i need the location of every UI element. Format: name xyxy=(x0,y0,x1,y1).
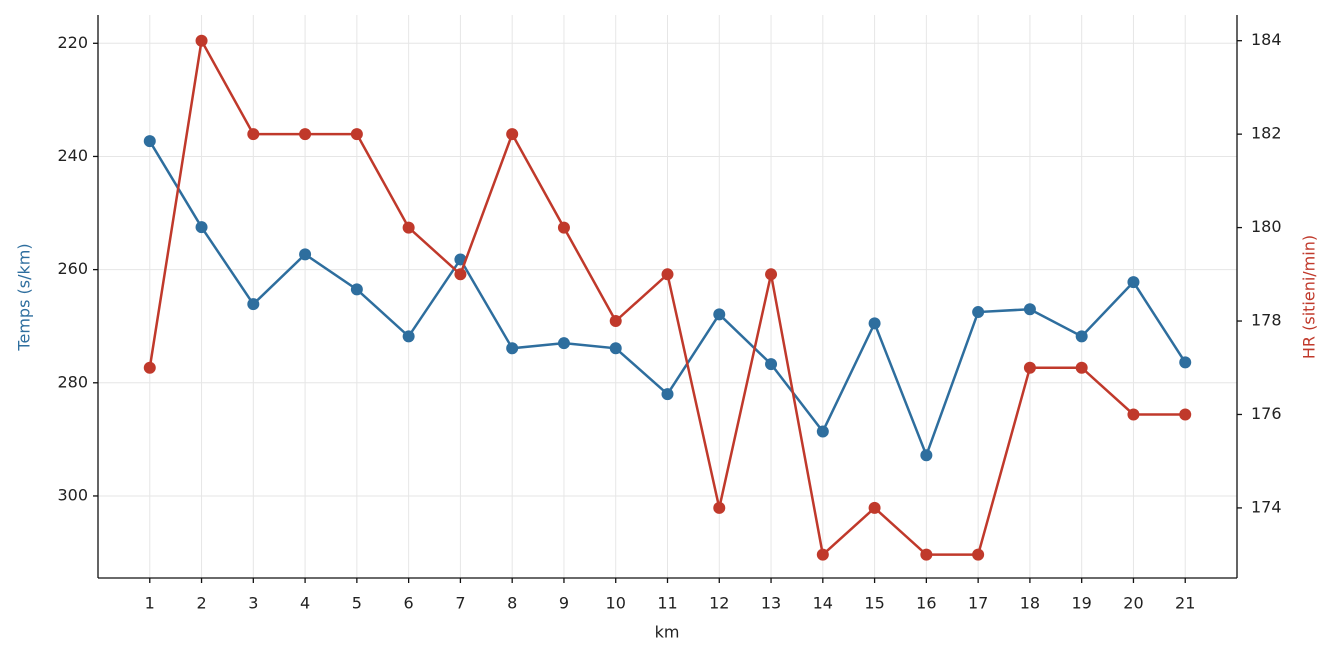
point xyxy=(816,548,829,561)
point xyxy=(920,548,933,561)
x-tick-label: 10 xyxy=(606,594,626,613)
point xyxy=(506,128,519,141)
y2-tick-label: 176 xyxy=(1251,404,1282,423)
point xyxy=(920,449,933,462)
x-tick-label: 9 xyxy=(559,594,569,613)
point xyxy=(1179,408,1192,421)
point xyxy=(454,253,467,266)
x-tick-label: 16 xyxy=(916,594,936,613)
x-axis-label: km xyxy=(655,623,680,642)
x-tick-label: 5 xyxy=(352,594,362,613)
point xyxy=(765,358,778,371)
point xyxy=(402,330,415,343)
point xyxy=(350,128,363,141)
point xyxy=(1127,408,1140,421)
point xyxy=(713,501,726,514)
point xyxy=(1023,361,1036,374)
point xyxy=(816,425,829,438)
y-tick-label: 220 xyxy=(57,33,88,52)
point xyxy=(661,268,674,281)
point xyxy=(609,315,622,328)
y-axis-label: Temps (s/km) xyxy=(15,243,34,351)
x-tick-label: 4 xyxy=(300,594,310,613)
point xyxy=(661,388,674,401)
point xyxy=(506,342,519,355)
point xyxy=(195,221,208,234)
y2-tick-label: 184 xyxy=(1251,30,1282,49)
point xyxy=(972,548,985,561)
point xyxy=(143,361,156,374)
x-tick-label: 11 xyxy=(657,594,677,613)
x-tick-label: 6 xyxy=(404,594,414,613)
point xyxy=(972,306,985,319)
point xyxy=(1075,361,1088,374)
point xyxy=(765,268,778,281)
x-tick-label: 17 xyxy=(968,594,988,613)
y-tick-label: 260 xyxy=(57,259,88,278)
point xyxy=(143,135,156,148)
point xyxy=(247,128,260,141)
point xyxy=(247,298,260,311)
point xyxy=(454,268,467,281)
point xyxy=(350,283,363,296)
x-tick-label: 18 xyxy=(1020,594,1040,613)
point xyxy=(1075,330,1088,343)
point xyxy=(1179,356,1192,369)
x-tick-label: 3 xyxy=(248,594,258,613)
point xyxy=(299,248,312,261)
x-tick-label: 7 xyxy=(455,594,465,613)
point xyxy=(1023,303,1036,316)
y2-tick-label: 180 xyxy=(1251,217,1282,236)
x-tick-label: 15 xyxy=(864,594,884,613)
x-tick-label: 8 xyxy=(507,594,517,613)
x-tick-label: 19 xyxy=(1072,594,1092,613)
x-tick-label: 1 xyxy=(145,594,155,613)
point xyxy=(557,337,570,350)
point xyxy=(195,34,208,47)
x-tick-label: 20 xyxy=(1123,594,1143,613)
y2-tick-label: 174 xyxy=(1251,497,1282,516)
y2-tick-label: 182 xyxy=(1251,124,1282,143)
y2-tick-label: 178 xyxy=(1251,311,1282,330)
point xyxy=(1127,276,1140,289)
point xyxy=(557,221,570,234)
y-tick-label: 300 xyxy=(57,485,88,504)
x-tick-label: 12 xyxy=(709,594,729,613)
point xyxy=(609,342,622,355)
y-tick-label: 240 xyxy=(57,146,88,165)
point xyxy=(402,221,415,234)
x-tick-label: 2 xyxy=(196,594,206,613)
point xyxy=(713,308,726,321)
point xyxy=(299,128,312,141)
point xyxy=(868,317,881,330)
y2-axis-label: HR (sitieni/min) xyxy=(1300,235,1319,359)
x-tick-label: 14 xyxy=(813,594,833,613)
x-tick-label: 13 xyxy=(761,594,781,613)
point xyxy=(868,501,881,514)
x-tick-label: 21 xyxy=(1175,594,1195,613)
y-tick-label: 280 xyxy=(57,372,88,391)
